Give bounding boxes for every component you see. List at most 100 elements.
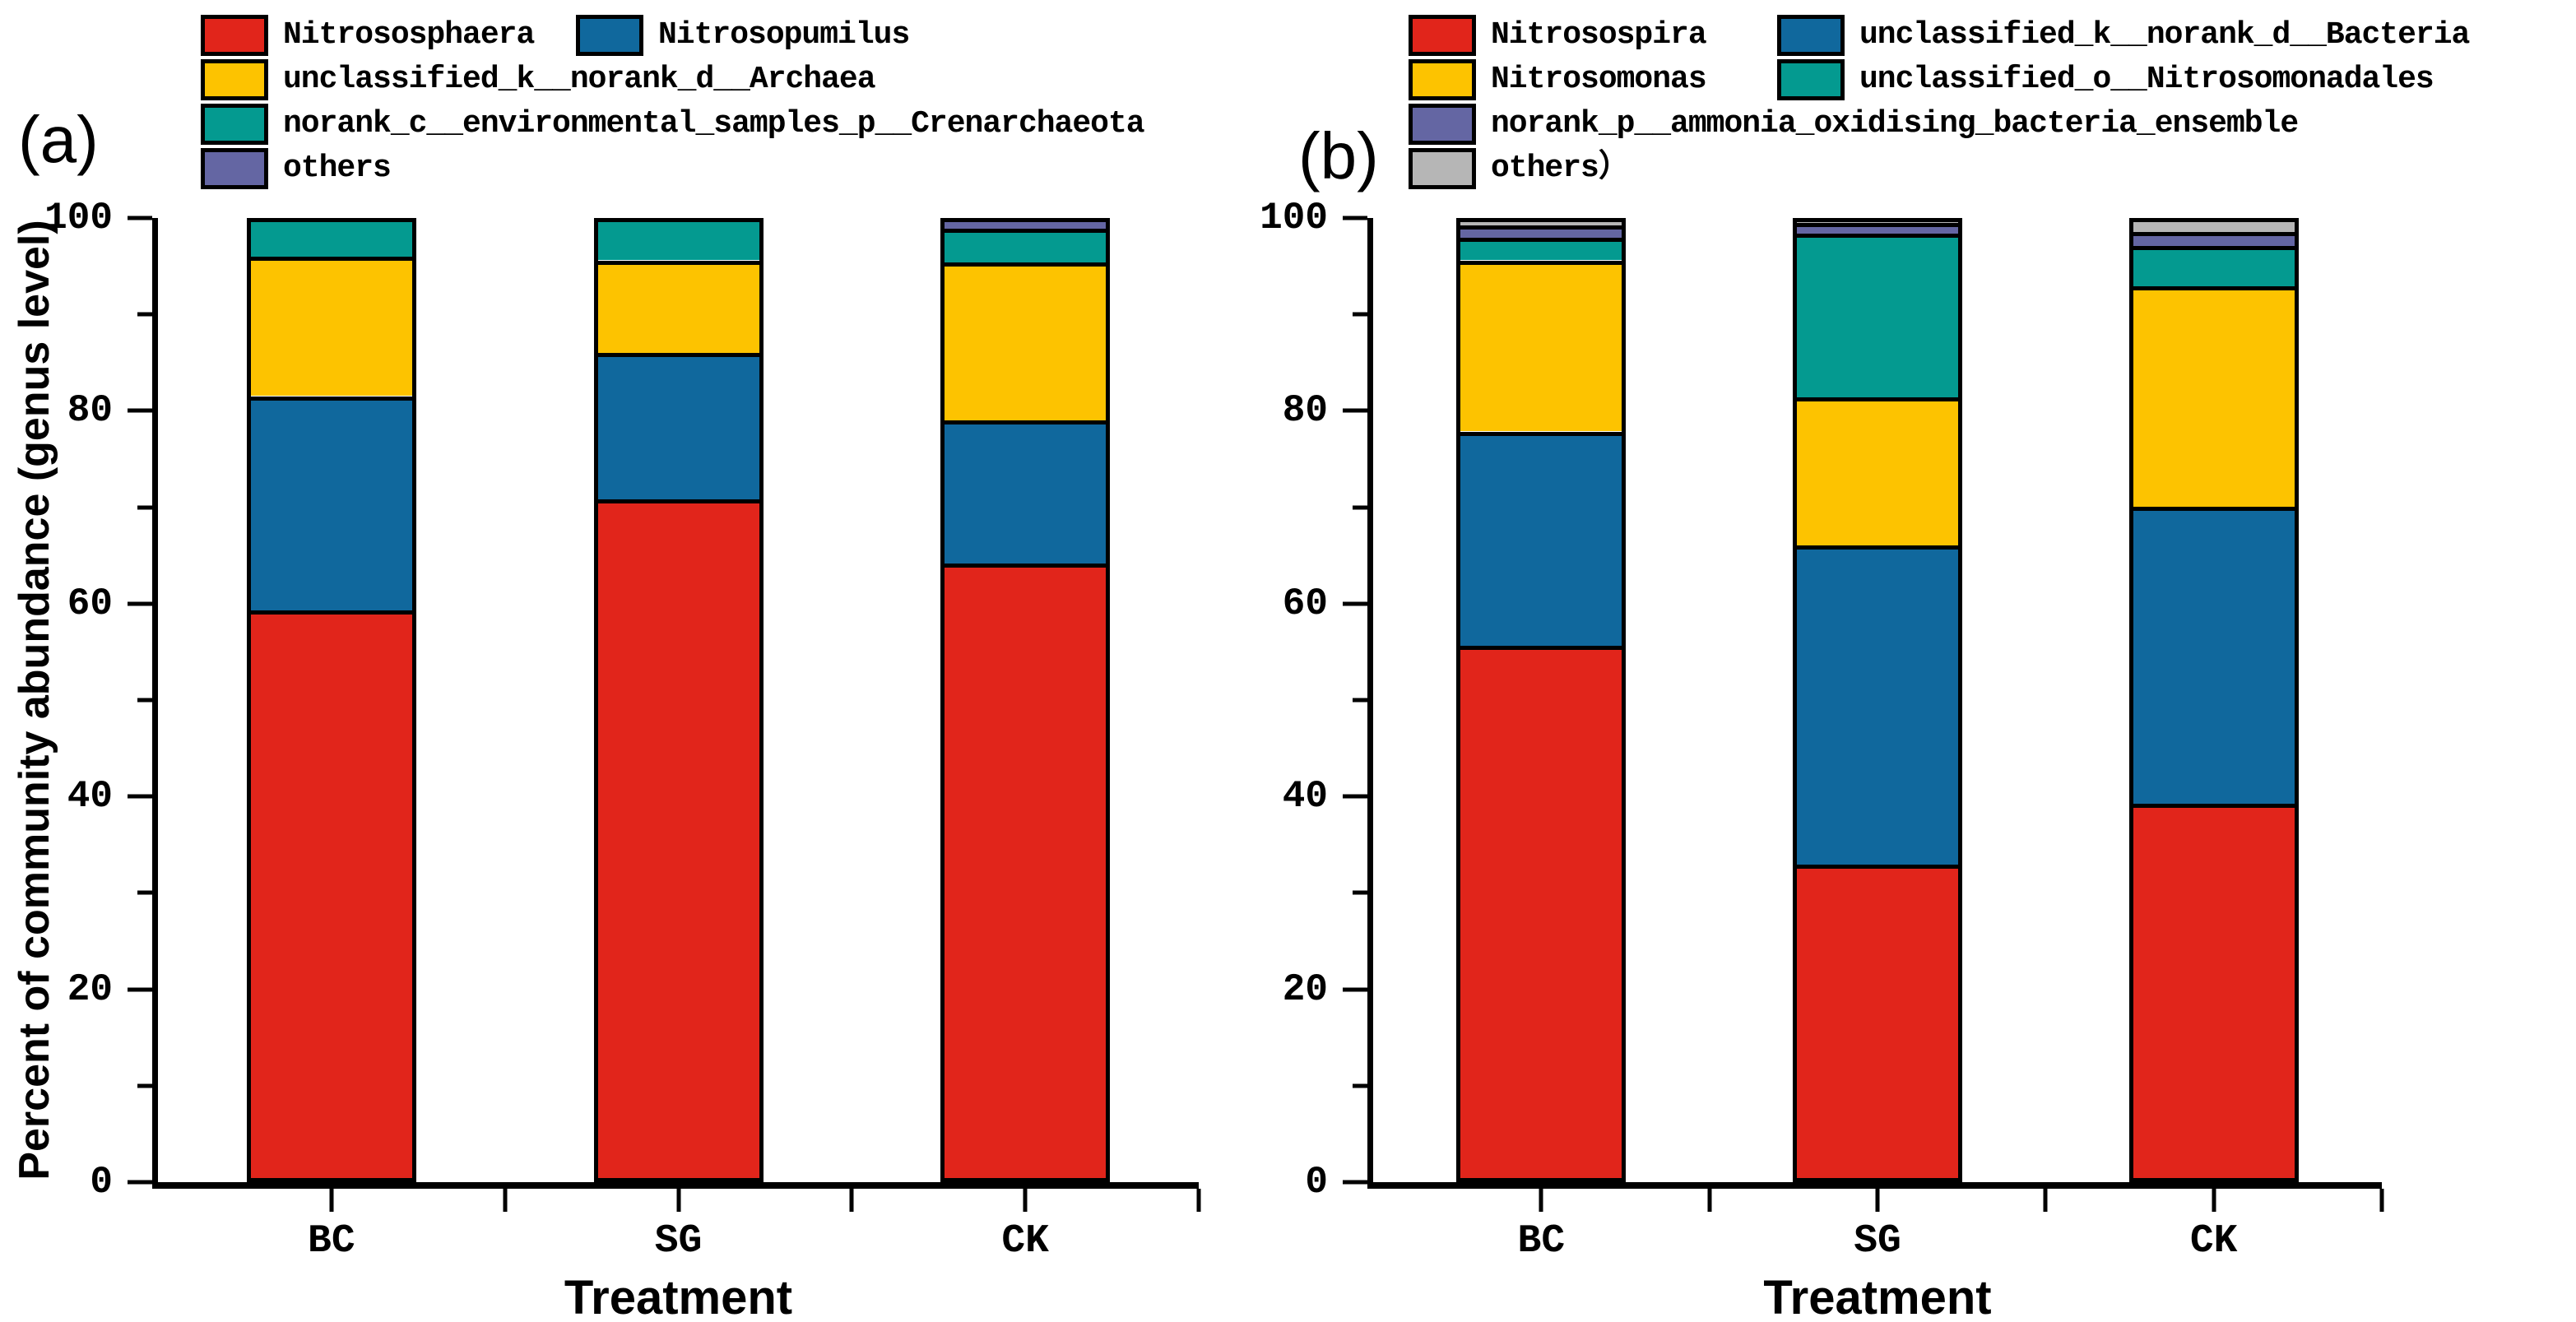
legend-item: unclassified_k__norank_d__Archaea: [201, 59, 876, 100]
legend-label: norank_p__ammonia_oxidising_bacteria_ens…: [1491, 106, 2299, 141]
x-axis-category-label: SG: [1854, 1219, 1901, 1264]
y-axis-major-tick: [1343, 1180, 1367, 1185]
legend-label: unclassified_o__Nitrosomonadales: [1859, 62, 2434, 97]
x-axis-category-label: BC: [308, 1219, 355, 1264]
y-axis-major-tick: [1343, 408, 1367, 413]
legend-label: unclassified_k__norank_d__Bacteria: [1859, 17, 2470, 53]
x-axis-minor-tick: [503, 1189, 508, 1212]
bar-SG: [593, 218, 764, 1182]
y-axis-minor-tick: [1353, 312, 1367, 317]
y-axis-major-tick: [1343, 601, 1367, 606]
y-axis-tick-label: 100: [1260, 197, 1328, 239]
legend-row: others）: [1409, 146, 2469, 191]
y-axis-major-tick: [1343, 794, 1367, 799]
legend-item: unclassified_k__norank_d__Bacteria: [1777, 15, 2470, 56]
x-axis-major-tick: [1875, 1189, 1880, 1212]
legend-swatch-icon: [201, 104, 268, 145]
y-axis-minor-tick: [1353, 890, 1367, 895]
legend-swatch-icon: [1409, 148, 1476, 189]
legend-label: Nitrosomonas: [1491, 62, 1707, 97]
legend-swatch-icon: [1409, 104, 1476, 145]
y-axis-minor-tick: [137, 505, 152, 510]
legend-label: others）: [1491, 151, 1630, 186]
legend-a: Nitrososphaera Nitrosopumilus unclassified…: [201, 13, 1145, 191]
x-axis-major-tick: [2212, 1189, 2216, 1212]
y-axis-tick-label: 40: [1282, 775, 1328, 819]
bar-segment-unclassified_o__Nitrosomonadales: [2133, 246, 2295, 286]
y-axis-tick-label: 0: [90, 1161, 113, 1204]
y-axis-minor-tick: [1353, 505, 1367, 510]
legend-label: others: [283, 151, 392, 186]
legend-row: Nitrosomonas unclassified_o__Nitrosomonad…: [1409, 58, 2469, 102]
x-axis-minor-tick: [849, 1189, 854, 1212]
bar-segment-Nitrosomonas: [1460, 260, 1622, 432]
bar-segment-unclassified_o__Nitrosomonadales: [1460, 237, 1622, 261]
bar-SG: [1793, 218, 1962, 1182]
legend-label: Nitrososphaera: [283, 17, 535, 53]
bar-segment-Nitrosospira: [2133, 803, 2295, 1178]
legend-item: Nitrososphaera: [201, 15, 576, 56]
legend-label: unclassified_k__norank_d__Archaea: [283, 62, 876, 97]
bar-segment-others）: [1460, 222, 1622, 225]
legend-swatch-icon: [201, 15, 268, 56]
bar-BC: [246, 218, 416, 1182]
bar-segment-others: [945, 222, 1107, 230]
legend-item: others: [201, 148, 392, 189]
x-axis-category-label: SG: [654, 1219, 703, 1264]
y-axis-major-tick: [128, 1180, 152, 1185]
x-axis-minor-tick: [2043, 1189, 2048, 1212]
x-axis-category-label: CK: [2189, 1219, 2238, 1264]
y-axis-tick-label: 100: [44, 197, 113, 239]
y-axis-major-tick: [128, 216, 152, 220]
legend-item: Nitrosomonas: [1409, 59, 1777, 100]
bar-segment-Nitrosomonas: [1797, 397, 1958, 545]
y-axis-major-tick: [1343, 216, 1367, 220]
x-axis-minor-tick: [1196, 1189, 1201, 1212]
y-axis-tick-label: 60: [67, 582, 113, 625]
legend-swatch-icon: [1777, 59, 1845, 100]
bar-segment-unclassified_k__norank_d__Archaea: [250, 256, 412, 397]
legend-swatch-icon: [1409, 59, 1476, 100]
bar-segment-unclassified_k__norank_d__Archaea: [945, 262, 1107, 420]
y-axis-major-tick: [128, 408, 152, 413]
y-axis-tick-label: 20: [67, 967, 113, 1011]
legend-swatch-icon: [201, 59, 268, 100]
panel-b-label: (b): [1298, 119, 1379, 193]
y-axis-tick-label: 0: [1305, 1161, 1328, 1204]
y-axis-minor-tick: [137, 890, 152, 895]
y-axis-tick-label: 80: [1282, 389, 1328, 433]
x-axis-minor-tick: [1707, 1189, 1712, 1212]
legend-row: Nitrosospira unclassified_k__norank_d__Ba…: [1409, 13, 2470, 58]
legend-item: Nitrosospira: [1409, 15, 1777, 56]
bar-CK: [2128, 218, 2299, 1182]
bar-segment-norank_c__environmental_samples_p__Crenarchaeota: [250, 222, 412, 257]
bar-segment-unclassified_k__norank_d__Bacteria: [1797, 545, 1958, 865]
legend-item: norank_p__ammonia_oxidising_bacteria_ens…: [1409, 104, 2299, 145]
x-axis-major-tick: [1539, 1189, 1543, 1212]
bar-segment-norank_c__environmental_samples_p__Crenarchaeota: [945, 229, 1107, 262]
bar-segment-Nitrosopumilus: [597, 353, 759, 499]
bar-segment-unclassified_k__norank_d__Bacteria: [1460, 431, 1622, 646]
bar-segment-Nitrososphaera: [945, 563, 1107, 1178]
bar-segment-unclassified_k__norank_d__Archaea: [597, 260, 759, 354]
y-axis-major-tick: [128, 601, 152, 606]
bar-segment-Nitrosospira: [1797, 864, 1958, 1178]
legend-row: others: [201, 146, 1144, 191]
legend-item: others）: [1409, 148, 1630, 189]
legend-swatch-icon: [576, 15, 643, 56]
y-axis-tick-label: 80: [67, 389, 113, 433]
bar-segment-Nitrosopumilus: [945, 420, 1107, 564]
panel-a-label: (a): [18, 103, 99, 176]
x-axis-major-tick: [676, 1189, 680, 1212]
y-axis-tick-label: 40: [67, 775, 113, 819]
legend-row: norank_c__environmental_samples_p__Crena…: [201, 102, 1145, 146]
y-axis-minor-tick: [1353, 698, 1367, 703]
bar-CK: [940, 218, 1111, 1182]
legend-item: norank_c__environmental_samples_p__Crena…: [201, 104, 1145, 145]
x-axis-major-tick: [1023, 1189, 1028, 1212]
legend-item: Nitrosopumilus: [576, 15, 910, 56]
bar-segment-Nitrosopumilus: [250, 396, 412, 610]
x-axis-title-b: Treatment: [1763, 1271, 1992, 1322]
legend-swatch-icon: [201, 148, 268, 189]
